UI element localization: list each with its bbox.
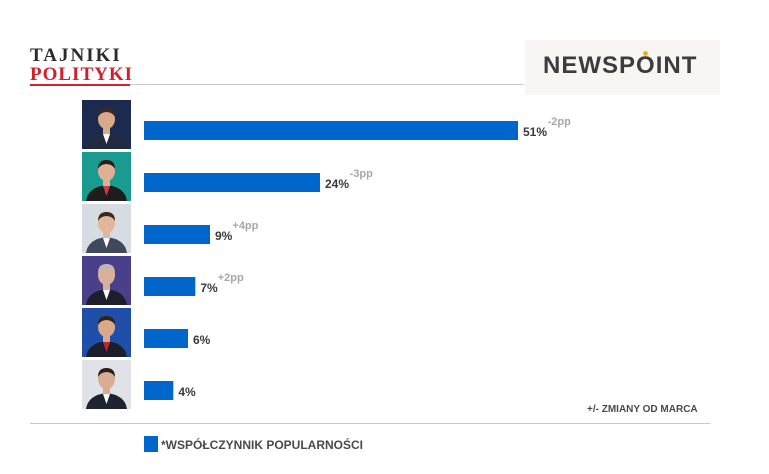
- person-photo-6-icon: [82, 360, 131, 409]
- newspoint-logo-text: NEWSPO INT: [543, 51, 698, 79]
- bar-value-label-4: 7%: [200, 281, 218, 295]
- legend-label: *WSPÓŁCZYNNIK POPULARNOŚCI: [161, 437, 363, 452]
- bar-value-label-5: 6%: [193, 333, 211, 347]
- footer-divider: [30, 423, 710, 424]
- bar-2: [144, 173, 320, 192]
- tajniki-polityki-logo: TAJNIKI POLITYKI: [30, 46, 140, 88]
- bar-value-label-2: 24%: [325, 177, 349, 191]
- header-divider: [30, 84, 524, 85]
- person-photo-2-icon: [82, 152, 131, 201]
- bar-5: [144, 329, 188, 348]
- logo-dot-icon: [643, 51, 649, 56]
- bar-1: [144, 121, 518, 140]
- person-photo-1-icon: [82, 100, 131, 149]
- person-photo-4-icon: [82, 256, 131, 305]
- newspoint-logo: NEWSPO INT: [525, 40, 720, 95]
- bar-change-label-3: +4pp: [232, 220, 258, 232]
- bar-change-label-4: +2pp: [218, 272, 244, 284]
- legend-swatch: [144, 436, 158, 452]
- change-note: +/- ZMIANY OD MARCA: [587, 404, 698, 415]
- bar-change-label-1: -2pp: [548, 116, 572, 128]
- logo-line-2: POLITYKI: [30, 64, 134, 85]
- bar-value-label-1: 51%: [523, 125, 547, 139]
- person-photo-3-icon: [82, 204, 131, 253]
- bar-value-label-6: 4%: [178, 385, 196, 399]
- logo-line-1: TAJNIKI: [30, 45, 122, 66]
- bar-value-label-3: 9%: [215, 229, 233, 243]
- bar-3: [144, 225, 210, 244]
- bar-change-label-2: -3pp: [350, 168, 374, 180]
- bar-6: [144, 381, 174, 400]
- bar-4: [144, 277, 196, 296]
- header-divider-accent: [30, 84, 130, 86]
- person-photo-5-icon: [82, 308, 131, 357]
